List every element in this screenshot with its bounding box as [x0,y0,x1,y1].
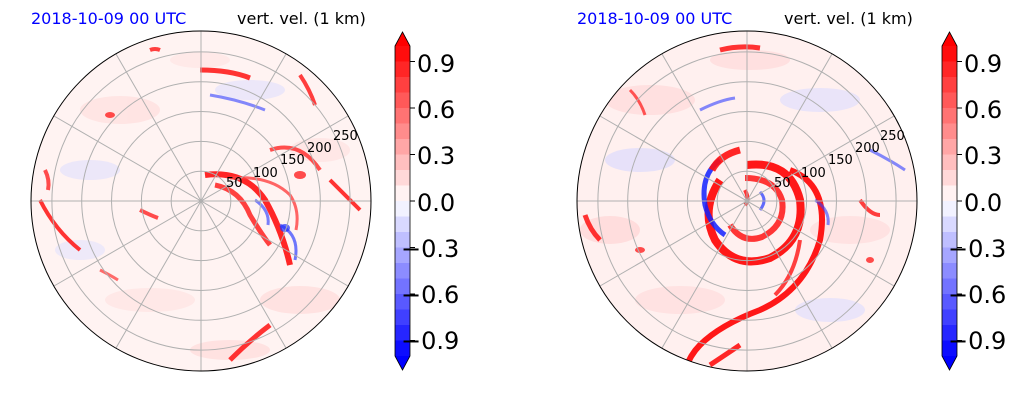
colorbar-band [942,278,957,295]
colorbar-band [942,108,957,124]
panel-2: 2018-10-09 00 UTC vert. vel. (1 km) [576,9,1006,372]
panel-2-colorbar-bands [941,31,958,371]
colorbar-band [942,232,957,248]
panel-2-colorbar-tick-neg0.3: −0.3 [948,235,1006,263]
panel-1-colorbar-tick-0.6: 0.6 [417,96,455,124]
panel-2-colorbar-tick-neg0.9: −0.9 [948,327,1006,355]
panel-2-colorbar-tick-0.0: 0.0 [964,189,1002,217]
panel-1-radial-tick-150: 150 [280,153,305,168]
colorbar-band [942,263,957,279]
panel-2-colorbar-tick-neg0.6: −0.6 [948,281,1006,309]
panel-2-radial-tick-250: 250 [880,129,905,144]
colorbar-extend-min [395,356,410,370]
colorbar-band [395,294,410,310]
colorbar-band [942,92,957,109]
panel-2-radial-tick-50: 50 [774,176,791,191]
colorbar-band [395,77,410,93]
panel-2-radial-tick-200: 200 [855,141,880,156]
panel-1-boundary [30,30,372,372]
colorbar-extend-min [942,356,957,370]
panel-1-radial-tick-200: 200 [307,141,332,156]
colorbar-band [942,123,957,140]
colorbar-band [395,340,410,357]
colorbar-band [942,216,957,233]
panel-1-date-label: 2018-10-09 00 UTC [31,9,186,28]
colorbar-band [942,247,957,264]
panel-1-variable-label: vert. vel. (1 km) [237,9,366,28]
panel-2-colorbar-tick-0.9: 0.9 [964,50,1002,78]
colorbar-extend-max [395,32,410,46]
panel-2-boundary [576,30,918,372]
panel-2-radial-tick-150: 150 [828,153,853,168]
colorbar-band [395,139,410,155]
panel-2-radial-tick-labels: 50 100 150 200 250 [774,129,905,191]
panel-1-radial-tick-100: 100 [253,166,278,181]
panel-1-colorbar-tick-0.9: 0.9 [417,50,455,78]
colorbar-band [395,154,410,171]
panel-1-grid [30,30,372,372]
panel-2-colorbar-tick-0.3: 0.3 [964,142,1002,170]
colorbar-band [395,232,410,248]
colorbar-band [942,61,957,78]
panel-2-colorbar-tick-0.6: 0.6 [964,96,1002,124]
colorbar-band [395,263,410,279]
colorbar-band [395,216,410,233]
colorbar-band [942,294,957,310]
colorbar-band [395,108,410,124]
panel-1-radial-tick-50: 50 [226,176,243,191]
colorbar-extend-max [942,32,957,46]
panel-2-variable-label: vert. vel. (1 km) [784,9,913,28]
panel-2-colorbar: 0.9 0.6 0.3 0.0 −0.3 −0.6 −0.9 [941,31,1006,371]
panel-2-colorbar-tick-labels: 0.9 0.6 0.3 0.0 −0.3 −0.6 −0.9 [948,50,1006,355]
colorbar-band [942,340,957,357]
colorbar-band [395,278,410,295]
colorbar-band [395,309,410,326]
panel-2-date-label: 2018-10-09 00 UTC [577,9,732,28]
colorbar-band [395,185,410,202]
panel-1-colorbar-tick-neg0.6: −0.6 [401,281,459,309]
colorbar-band [395,61,410,78]
colorbar-band [942,77,957,93]
panel-1: 2018-10-09 00 UTC vert. vel. (1 km) [30,9,459,372]
panel-1-colorbar-bands [394,31,411,371]
colorbar-band [395,170,410,186]
colorbar-band [395,247,410,264]
panel-1-colorbar-tick-neg0.9: −0.9 [401,327,459,355]
colorbar-band [942,154,957,171]
panel-1-radial-tick-250: 250 [333,129,358,144]
panel-1-colorbar: 0.9 0.6 0.3 0.0 −0.3 −0.6 −0.9 [394,31,459,371]
colorbar-band [942,185,957,202]
colorbar-band [395,201,410,217]
panel-1-radial-tick-labels: 50 100 150 200 250 [226,129,358,191]
colorbar-band [942,201,957,217]
colorbar-band [395,46,410,62]
panel-1-colorbar-tick-0.3: 0.3 [417,142,455,170]
panel-1-colorbar-tick-neg0.3: −0.3 [401,235,459,263]
colorbar-band [395,123,410,140]
colorbar-outline [941,31,958,371]
colorbar-band [395,92,410,109]
panel-2-radial-tick-100: 100 [801,166,826,181]
colorbar-band [942,325,957,341]
colorbar-outline [394,31,411,371]
panel-1-colorbar-tick-labels: 0.9 0.6 0.3 0.0 −0.3 −0.6 −0.9 [401,50,459,355]
colorbar-band [395,325,410,341]
colorbar-band [942,46,957,62]
panel-1-colorbar-ticks [410,61,415,341]
panel-2-grid [576,30,918,372]
panel-1-colorbar-tick-0.0: 0.0 [417,189,455,217]
colorbar-band [942,309,957,326]
panel-2-colorbar-ticks [957,61,962,341]
colorbar-band [942,139,957,155]
colorbar-band [942,170,957,186]
